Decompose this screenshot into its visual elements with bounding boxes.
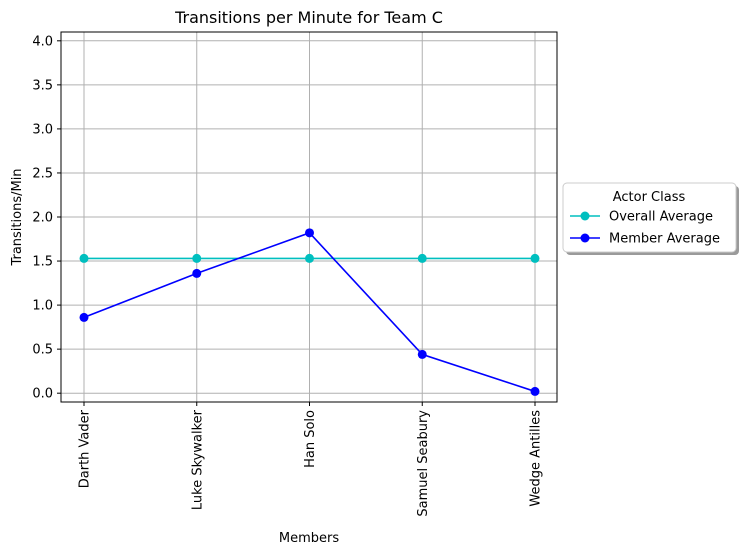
member-average-point <box>305 228 314 238</box>
x-tick-label: Luke Skywalker <box>190 409 205 510</box>
grid <box>61 32 557 402</box>
y-tick-label: 3.0 <box>32 122 53 137</box>
overall-average-point <box>79 253 89 263</box>
x-tick-label: Samuel Seabury <box>416 410 431 517</box>
member-average-point <box>417 349 427 359</box>
series-layer <box>79 228 540 396</box>
legend-marker-overall-average <box>580 211 590 221</box>
y-tick-label: 1.5 <box>32 255 53 270</box>
x-tick-label: Wedge Antilles <box>529 410 544 507</box>
overall-average-point <box>417 253 427 263</box>
y-tick-label: 2.5 <box>32 166 53 181</box>
y-tick-label: 3.5 <box>32 78 53 93</box>
y-tick-label: 0.5 <box>32 343 53 358</box>
y-tick-label: 2.0 <box>32 211 53 226</box>
y-tick-label: 4.0 <box>32 34 53 49</box>
x-tick-label: Han Solo <box>303 410 318 468</box>
member-average-point <box>530 386 540 396</box>
member-average-point <box>192 268 202 278</box>
overall-average-point <box>305 253 314 263</box>
legend-title: Actor Class <box>613 190 686 205</box>
legend-entries: Overall Average Member Average <box>570 210 720 247</box>
x-axis-ticks: Darth Vader Luke Skywalker Han Solo Samuel … <box>78 402 544 517</box>
overall-average-point <box>530 253 540 263</box>
member-average-point <box>79 312 89 322</box>
legend-box <box>562 182 737 253</box>
y-tick-label: 0.0 <box>32 387 53 402</box>
chart-title: Transitions per Minute for Team C <box>174 8 443 27</box>
legend-label-member-average: Member Average <box>609 232 720 247</box>
y-axis-ticks: 0.0 0.5 1.0 1.5 2.0 2.5 3.0 3.5 4.0 <box>32 34 61 402</box>
x-tick-label: Darth Vader <box>78 409 93 488</box>
overall-average-point <box>192 253 202 263</box>
legend-marker-member-average <box>580 233 590 243</box>
y-tick-label: 1.0 <box>32 299 53 314</box>
legend-label-overall-average: Overall Average <box>609 210 713 225</box>
legend: Actor Class Overall Average Member Averag… <box>562 182 739 255</box>
y-axis-label: Transitions/Min <box>10 168 25 266</box>
x-axis-label: Members <box>279 531 339 546</box>
